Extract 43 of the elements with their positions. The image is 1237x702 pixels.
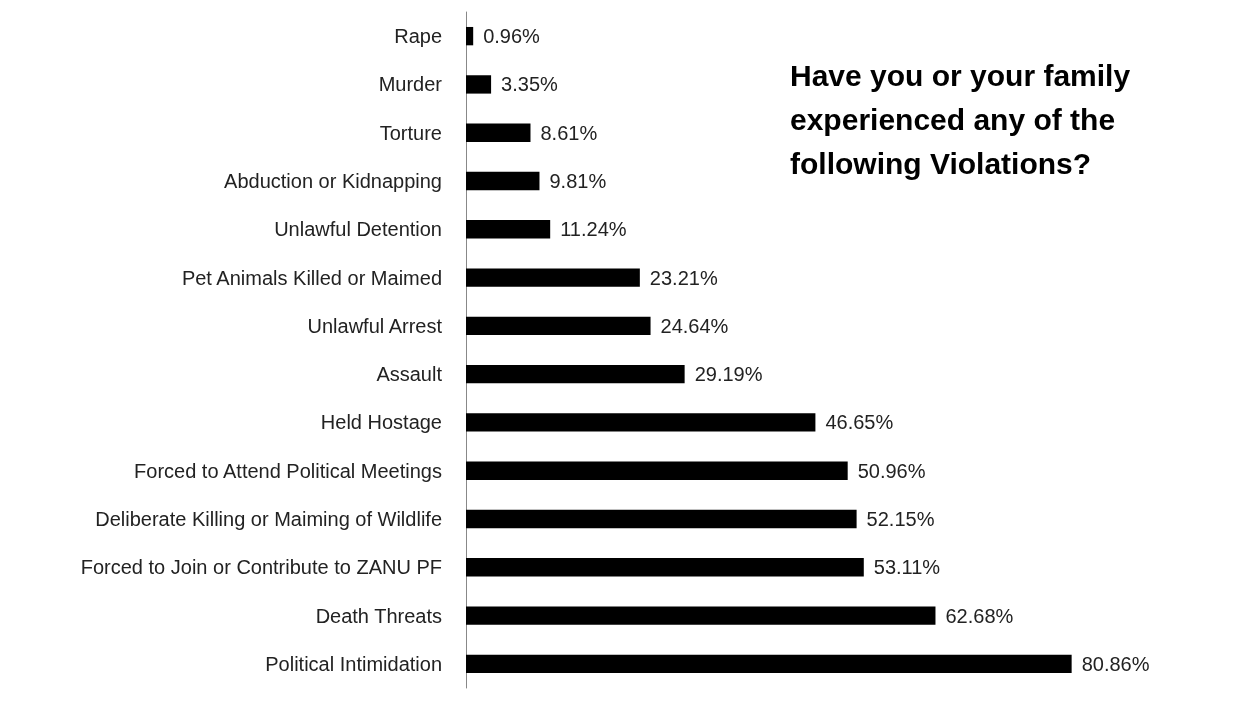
data-label: 29.19% [694,363,763,386]
bar [466,413,816,432]
text: Have you or your family experienced any of the following Violations? [790,58,1139,180]
data-label: 3.35% [501,73,559,96]
y-tick-label: Rape [394,25,442,48]
y-tick-label: Unlawful Arrest [307,314,443,337]
bar [466,316,651,336]
data-label: 23.21% [649,266,718,289]
y-tick-label: Deliberate Killing or Maiming of Wildlife [95,508,442,530]
y-tick-label: Held Hostage [320,411,442,434]
bar [466,364,685,384]
bar [466,171,540,191]
bar [466,268,640,287]
y-tick-label: Murder [378,73,443,96]
data-label: 80.86% [1081,652,1150,675]
bar [466,75,492,94]
bar [466,123,531,142]
data-label: 52.15% [866,508,935,530]
bar [466,26,474,46]
y-tick-label: Torture [379,121,442,144]
data-label: 8.61% [540,121,598,144]
data-label: 24.64% [660,314,729,337]
bar [466,654,1072,674]
data-label: 50.96% [857,459,926,482]
y-tick-label: Unlawful Detention [274,218,442,241]
data-label: 53.11% [873,556,941,579]
y-tick-label: Pet Animals Killed or Maimed [181,266,442,289]
y-tick-label: Assault [376,363,443,386]
y-tick-label: Forced to Attend Political Meetings [134,459,442,482]
bar [466,509,857,529]
data-label: 62.68% [945,604,1014,627]
y-tick-label: Death Threats [315,604,442,627]
data-label: 46.65% [825,411,894,434]
bar [466,558,864,577]
data-label: 0.96% [483,25,541,48]
bar [466,461,848,480]
y-tick-label: Forced to Join or Contribute to ZANU PF [80,556,442,579]
bar [466,606,936,625]
data-label: 9.81% [549,170,607,192]
data-label: 11.24% [560,218,627,241]
y-tick-label: Abduction or Kidnapping [224,170,442,192]
y-tick-label: Political Intimidation [265,652,442,675]
bar [466,220,551,239]
